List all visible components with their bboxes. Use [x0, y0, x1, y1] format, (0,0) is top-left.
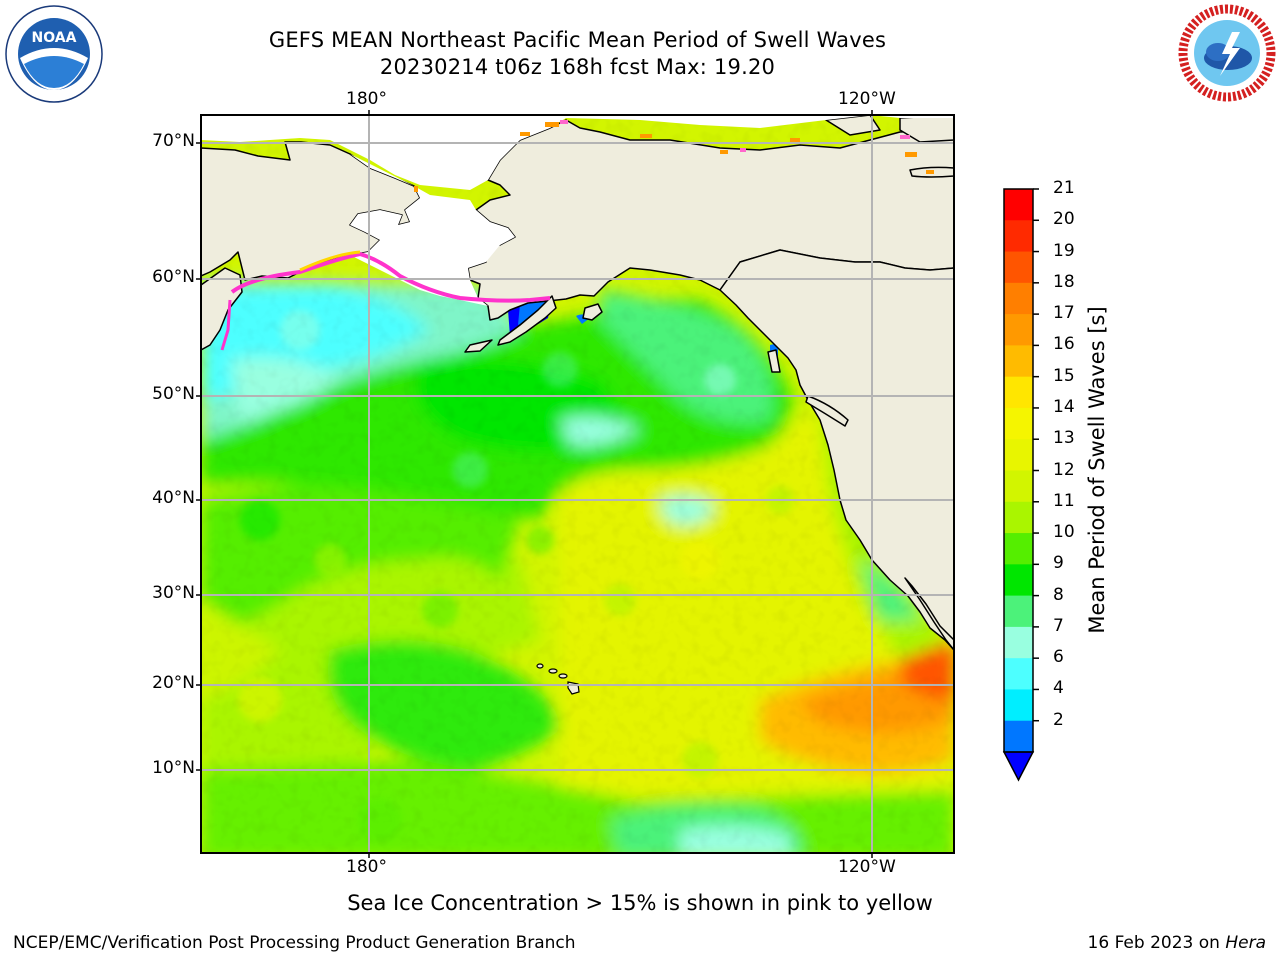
- colorbar-tick-label: 14: [1053, 396, 1075, 417]
- colorbar-segment: [1004, 376, 1033, 409]
- colorbar-segment: [1004, 407, 1033, 440]
- colorbar-segment: [1004, 251, 1033, 284]
- footer-machine: Hera: [1225, 933, 1266, 953]
- land: [201, 115, 954, 651]
- map-frame: [200, 114, 955, 854]
- colorbar-tick-label: 6: [1053, 647, 1064, 668]
- colorbar-segment: [1004, 314, 1033, 346]
- colorbar-tick-label: 18: [1053, 271, 1075, 292]
- colorbar-tick-label: 17: [1053, 303, 1075, 324]
- lat-label-70n: 70°N: [152, 131, 195, 151]
- colorbar-tick-label: 11: [1053, 490, 1075, 511]
- colorbar-title: Mean Period of Swell Waves [s]: [1085, 306, 1109, 634]
- colorbar-tick-label: 8: [1053, 584, 1064, 605]
- lat-label-40n: 40°N: [152, 488, 195, 508]
- colorbar-extend-arrow: [1002, 751, 1035, 782]
- lat-label-60n: 60°N: [152, 267, 195, 287]
- colorbar-segment: [1004, 595, 1033, 628]
- colorbar-segment: [1004, 439, 1033, 471]
- colorbar-segment: [1004, 533, 1033, 565]
- svg-text:NOAA: NOAA: [32, 30, 77, 46]
- sea-ice-note: Sea Ice Concentration > 15% is shown in …: [347, 891, 933, 915]
- colorbar-segment: [1004, 189, 1033, 221]
- colorbar-tick-label: 15: [1053, 365, 1075, 386]
- colorbar: [1002, 188, 1039, 782]
- footer-credit: NCEP/EMC/Verification Post Processing Pr…: [13, 933, 576, 953]
- chart-title: GEFS MEAN Northeast Pacific Mean Period …: [268, 28, 887, 52]
- colorbar-segment: [1004, 220, 1033, 253]
- chart-subtitle: 20230214 t06z 168h fcst Max: 19.20: [379, 55, 776, 79]
- colorbar-tick-label: 7: [1053, 615, 1064, 636]
- lat-label-30n: 30°N: [152, 583, 195, 603]
- colorbar-tick-label: 20: [1053, 209, 1075, 230]
- bottom-lon-label-120w: 120°W: [838, 857, 896, 877]
- lat-label-20n: 20°N: [152, 673, 195, 693]
- colorbar-tick-label: 19: [1053, 240, 1075, 261]
- colorbar-segment: [1004, 626, 1033, 659]
- gridlines: [201, 115, 954, 853]
- top-lon-label-180: 180°: [346, 89, 387, 109]
- colorbar-tick-label: 9: [1053, 553, 1064, 574]
- top-lon-label-120w: 120°W: [838, 89, 896, 109]
- colorbar-segment: [1004, 689, 1033, 722]
- lat-label-10n: 10°N: [152, 758, 195, 778]
- colorbar-tick-label: 4: [1053, 678, 1064, 699]
- noaa-logo: NOAA: [5, 5, 103, 103]
- colorbar-tick-label: 13: [1053, 428, 1075, 449]
- colorbar-segment: [1004, 720, 1033, 753]
- lat-label-50n: 50°N: [152, 384, 195, 404]
- footer-date-text: 16 Feb 2023 on: [1087, 933, 1226, 953]
- colorbar-tick-label: 16: [1053, 334, 1075, 355]
- colorbar-segment: [1004, 501, 1033, 534]
- colorbar-tick-label: 10: [1053, 522, 1075, 543]
- colorbar-segment: [1004, 564, 1033, 597]
- colorbar-tick-label: 21: [1053, 178, 1075, 198]
- footer-date: 16 Feb 2023 on Hera: [1088, 933, 1266, 953]
- nws-logo: [1178, 4, 1276, 102]
- bottom-lon-label-180: 180°: [346, 857, 387, 877]
- colorbar-segment: [1004, 345, 1033, 378]
- colorbar-segment: [1004, 470, 1033, 503]
- colorbar-segment: [1004, 282, 1033, 315]
- colorbar-tick-label: 12: [1053, 459, 1075, 480]
- map-field: [201, 115, 954, 853]
- colorbar-tick-label: 2: [1053, 709, 1064, 730]
- colorbar-segment: [1004, 658, 1033, 690]
